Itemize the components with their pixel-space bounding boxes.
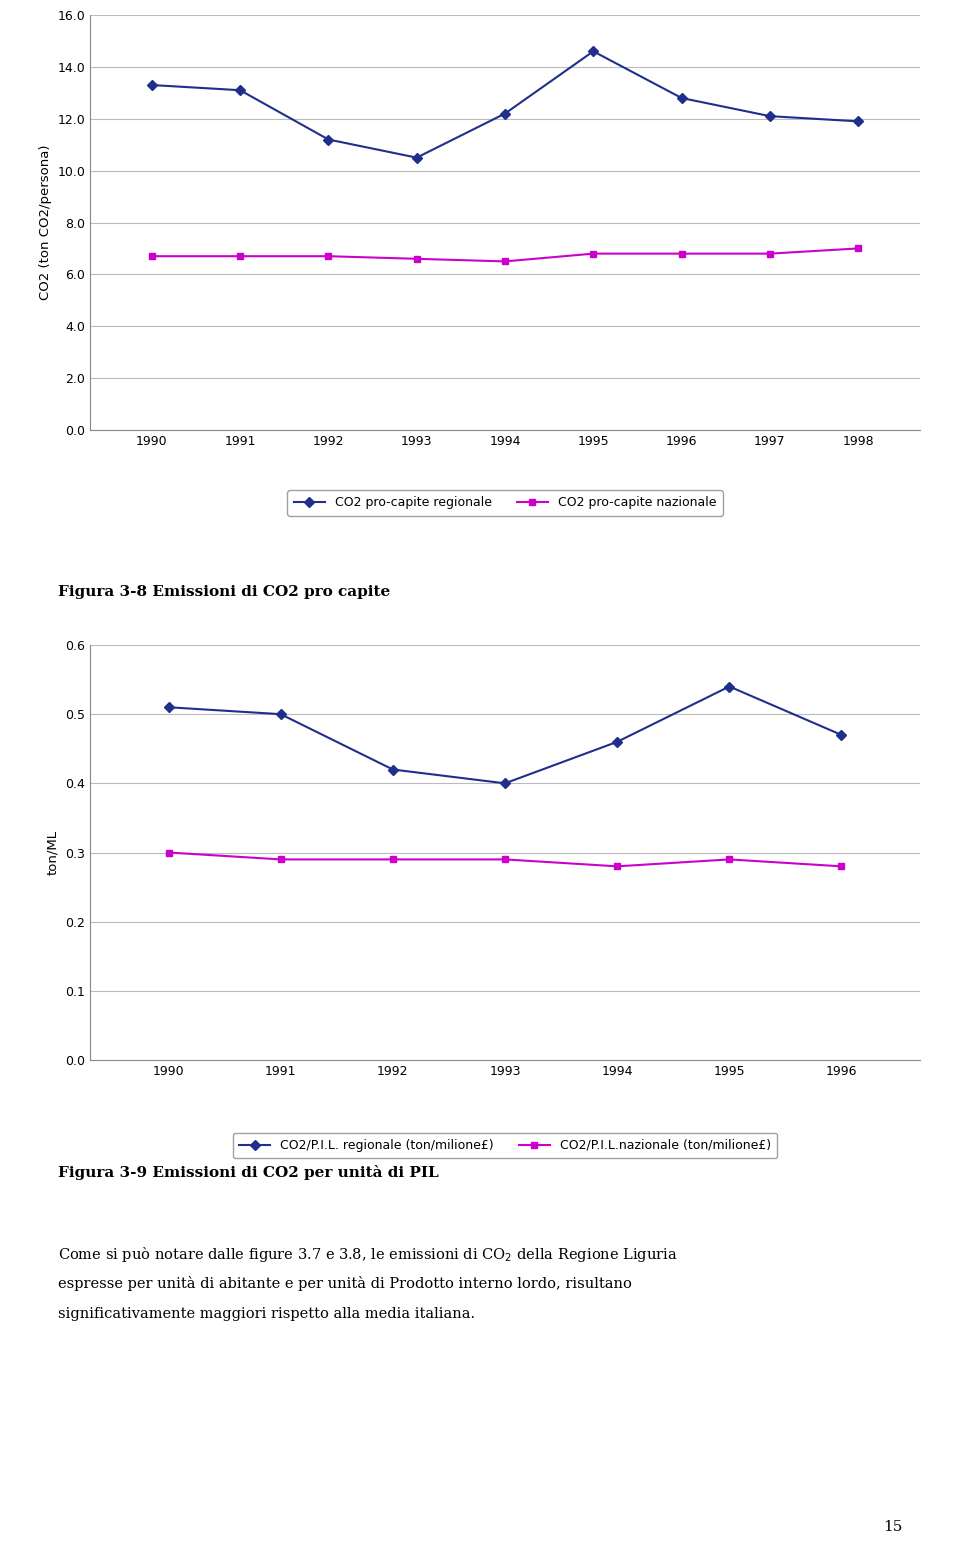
Text: Come si può notare dalle figure 3.7 e 3.8, le emissioni di CO$_2$ della Regione : Come si può notare dalle figure 3.7 e 3.… bbox=[58, 1245, 678, 1264]
Text: significativamente maggiori rispetto alla media italiana.: significativamente maggiori rispetto all… bbox=[58, 1307, 475, 1321]
Text: espresse per unità di abitante e per unità di Prodotto interno lordo, risultano: espresse per unità di abitante e per uni… bbox=[58, 1276, 632, 1292]
Legend: CO2/P.I.L. regionale (ton/milione£), CO2/P.I.L.nazionale (ton/milione£): CO2/P.I.L. regionale (ton/milione£), CO2… bbox=[232, 1133, 778, 1158]
Text: 15: 15 bbox=[883, 1521, 902, 1535]
Legend: CO2 pro-capite regionale, CO2 pro-capite nazionale: CO2 pro-capite regionale, CO2 pro-capite… bbox=[287, 491, 723, 516]
Y-axis label: CO2 (ton CO2/persona): CO2 (ton CO2/persona) bbox=[38, 145, 52, 301]
Text: Figura 3-9 Emissioni di CO2 per unità di PIL: Figura 3-9 Emissioni di CO2 per unità di… bbox=[58, 1165, 439, 1179]
Y-axis label: ton/ML: ton/ML bbox=[47, 830, 60, 876]
Text: Figura 3-8 Emissioni di CO2 pro capite: Figura 3-8 Emissioni di CO2 pro capite bbox=[58, 584, 390, 598]
